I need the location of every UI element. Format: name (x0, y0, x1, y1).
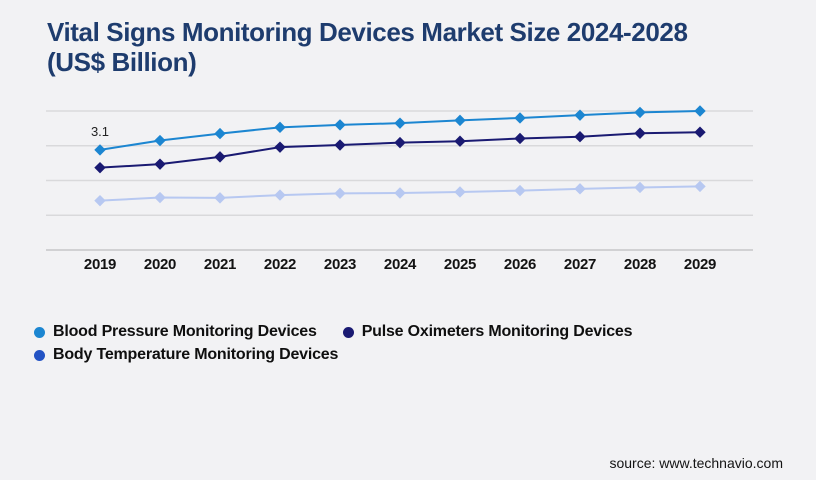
data-point-2-2028 (634, 181, 646, 194)
x-tick-2021: 2021 (203, 256, 237, 273)
data-point-0-2023 (334, 119, 346, 131)
x-tick-2027: 2027 (563, 256, 597, 273)
data-point-0-2019 (94, 144, 106, 156)
data-point-0-2022 (274, 121, 286, 134)
data-point-0-2026 (514, 112, 526, 124)
data-point-1-2019 (94, 161, 106, 174)
x-tick-2026: 2026 (503, 256, 537, 273)
data-point-2-2021 (214, 192, 226, 204)
legend-row-1: Blood Pressure Monitoring Devices Pulse … (0, 323, 816, 341)
data-point-2-2024 (394, 187, 406, 199)
data-point-0-2020 (154, 134, 166, 147)
data-point-1-2027 (574, 131, 586, 143)
x-tick-2020: 2020 (143, 256, 177, 273)
legend-item-blood-pressure: Blood Pressure Monitoring Devices (34, 323, 317, 341)
data-point-2-2025 (454, 186, 466, 198)
x-tick-2023: 2023 (323, 256, 357, 273)
chart-title: Vital Signs Monitoring Devices Market Si… (47, 17, 688, 77)
x-tick-2019: 2019 (83, 256, 117, 273)
data-point-2-2027 (574, 183, 586, 195)
x-tick-2024: 2024 (383, 256, 417, 273)
x-tick-2029: 2029 (683, 256, 717, 273)
legend-label-pulse-oximeters: Pulse Oximeters Monitoring Devices (361, 323, 633, 340)
data-point-2-2019 (94, 194, 106, 207)
data-point-1-2025 (454, 135, 466, 147)
legend-row-2: Body Temperature Monitoring Devices (0, 346, 816, 364)
data-point-2-2023 (334, 187, 346, 200)
data-point-0-2027 (574, 109, 586, 121)
data-point-1-2029 (694, 126, 706, 138)
legend-item-pulse-oximeters: Pulse Oximeters Monitoring Devices (342, 323, 633, 341)
data-point-0-2025 (454, 114, 466, 127)
data-point-0-2028 (634, 106, 646, 119)
data-point-1-2022 (274, 141, 286, 153)
legend-label-body-temperature: Body Temperature Monitoring Devices (53, 346, 339, 363)
data-point-2-2022 (274, 189, 286, 201)
data-point-2-2029 (694, 180, 706, 193)
x-tick-2028: 2028 (623, 256, 657, 273)
data-point-1-2026 (514, 132, 526, 145)
data-point-0-2021 (214, 127, 226, 140)
source-attribution: source: www.technavio.com (609, 455, 783, 471)
x-tick-2022: 2022 (263, 256, 297, 273)
legend-item-body-temperature: Body Temperature Monitoring Devices (34, 346, 338, 364)
legend-dot-body-temperature-icon (34, 349, 45, 361)
chart-title-line1: Vital Signs Monitoring Devices Market Si… (47, 17, 688, 47)
data-label-3-1: 3.1 (90, 123, 110, 139)
legend-label-blood-pressure: Blood Pressure Monitoring Devices (53, 323, 317, 340)
legend-dot-blood-pressure-icon (34, 326, 45, 338)
data-point-0-2024 (394, 117, 406, 129)
data-point-1-2024 (394, 136, 406, 149)
data-point-0-2029 (694, 105, 706, 117)
data-point-1-2028 (634, 127, 646, 139)
data-point-2-2020 (154, 191, 166, 204)
data-point-2-2026 (514, 184, 526, 197)
chart-title-line2: (US$ Billion) (47, 47, 197, 77)
x-tick-2025: 2025 (443, 256, 477, 273)
data-point-1-2021 (214, 151, 226, 163)
data-point-1-2020 (154, 158, 166, 170)
legend-dot-pulse-oximeters-icon (342, 326, 354, 338)
data-point-1-2023 (334, 139, 346, 151)
